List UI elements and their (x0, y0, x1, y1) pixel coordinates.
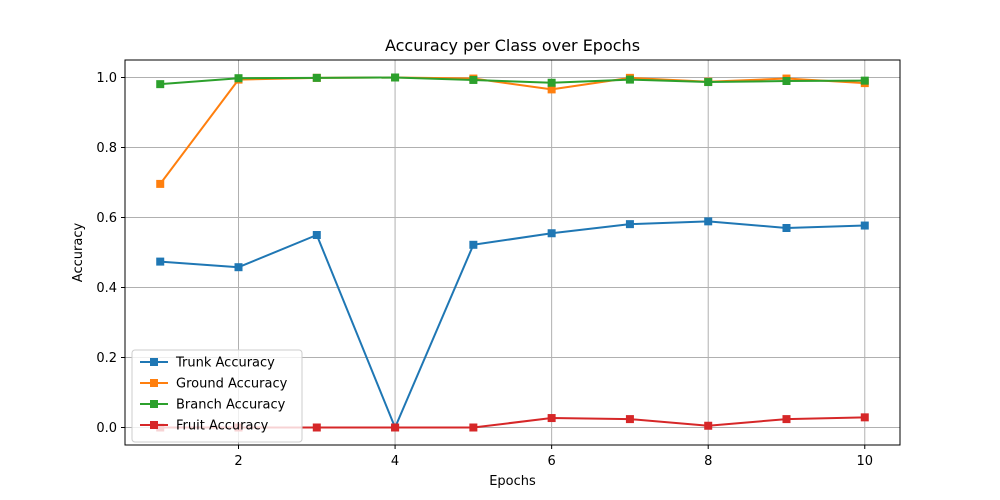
x-tick-label: 2 (234, 454, 242, 469)
axis-ticks: 2 4 6 8 10 0.0 0.2 0.4 0.6 0.8 1.0 (96, 71, 873, 469)
series-line-trunk-accuracy (160, 220, 865, 429)
series-line-branch-accuracy (160, 76, 865, 86)
data-point-branch-accuracy (860, 76, 869, 85)
y-tick-label: 1.0 (96, 71, 117, 86)
data-point-fruit-accuracy (704, 421, 713, 430)
legend: Trunk Accuracy Ground Accuracy Branch Accu… (131, 349, 303, 443)
data-point-branch-accuracy (469, 75, 478, 84)
legend-swatch-marker (150, 421, 158, 429)
data-point-trunk-accuracy (312, 231, 321, 239)
x-axis-title: Epochs (489, 474, 536, 489)
data-point-trunk-accuracy (860, 221, 869, 230)
data-point-trunk-accuracy (234, 263, 243, 272)
grid (125, 60, 900, 445)
chart-title: Accuracy per Class over Epochs (385, 36, 640, 55)
legend-item-branch-accuracy: Branch Accuracy (140, 398, 286, 413)
legend-label: Ground Accuracy (176, 377, 288, 392)
legend-label: Branch Accuracy (176, 398, 286, 413)
data-point-branch-accuracy (625, 75, 634, 84)
data-point-branch-accuracy (782, 77, 791, 85)
x-tick-label: 4 (391, 454, 399, 469)
data-point-branch-accuracy (391, 73, 400, 82)
data-point-fruit-accuracy (391, 423, 400, 432)
plot-frame (124, 59, 901, 446)
data-point-branch-accuracy (156, 80, 165, 89)
data-point-branch-accuracy (234, 74, 243, 83)
legend-item-trunk-accuracy: Trunk Accuracy (140, 356, 275, 371)
y-axis-title: Accuracy (71, 223, 86, 283)
y-tick-label: 0.4 (96, 281, 117, 296)
legend-box (131, 349, 303, 443)
series-branch-accuracy (156, 73, 869, 89)
legend-item-ground-accuracy: Ground Accuracy (140, 377, 288, 392)
data-point-fruit-accuracy (782, 415, 791, 424)
data-point-fruit-accuracy (312, 423, 321, 432)
data-point-fruit-accuracy (547, 414, 556, 423)
legend-swatch-marker (150, 358, 158, 366)
data-point-fruit-accuracy (469, 423, 478, 432)
data-point-branch-accuracy (312, 73, 321, 82)
data-point-ground-accuracy (156, 179, 165, 188)
x-tick-label: 8 (704, 454, 712, 469)
data-point-trunk-accuracy (704, 217, 713, 226)
legend-label: Trunk Accuracy (175, 356, 275, 371)
data-point-branch-accuracy (704, 78, 713, 87)
legend-item-fruit-accuracy: Fruit Accuracy (140, 419, 269, 434)
y-tick-label: 0.6 (96, 211, 117, 226)
y-tick-label: 0.0 (96, 421, 117, 436)
data-point-trunk-accuracy (469, 240, 478, 249)
x-tick-label: 6 (548, 454, 556, 469)
y-tick-label: 0.2 (96, 351, 117, 366)
legend-swatch-marker (150, 400, 158, 408)
data-point-trunk-accuracy (156, 257, 165, 266)
data-point-trunk-accuracy (547, 229, 556, 238)
data-point-ground-accuracy (547, 85, 556, 94)
x-tick-label: 10 (856, 454, 873, 469)
data-point-trunk-accuracy (625, 220, 634, 229)
data-point-branch-accuracy (547, 78, 556, 87)
legend-swatch-marker (150, 379, 158, 387)
legend-label: Fruit Accuracy (176, 419, 269, 434)
data-point-fruit-accuracy (625, 415, 634, 424)
y-tick-label: 0.8 (96, 141, 117, 156)
data-point-trunk-accuracy (782, 224, 791, 232)
data-point-fruit-accuracy (860, 413, 869, 422)
